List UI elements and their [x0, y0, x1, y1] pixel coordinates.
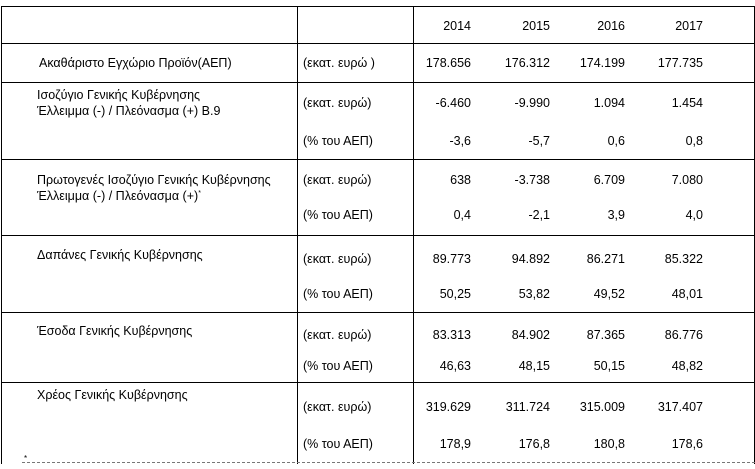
row-divider: [2, 82, 754, 83]
header-year: 2017: [675, 19, 703, 33]
value-cell: 86.271: [586, 252, 625, 266]
value-cell: 176,8: [518, 437, 550, 451]
value-cell: 174.199: [579, 56, 625, 70]
row-divider: [2, 159, 754, 160]
footnote-area: [22, 462, 755, 469]
row-label: Έσοδα Γενικής Κυβέρνησης: [37, 324, 193, 338]
value-cell: 46,63: [439, 359, 471, 373]
value-cell: 6.709: [593, 173, 625, 187]
unit-label: (% του ΑΕΠ): [303, 134, 373, 148]
unit-label: (% του ΑΕΠ): [303, 287, 373, 301]
value-cell: 89.773: [432, 252, 471, 266]
value-cell: -5,7: [528, 134, 550, 148]
value-cell: 50,25: [439, 287, 471, 301]
value-cell: 4,0: [685, 208, 703, 222]
row-label: Ισοζύγιο Γενικής Κυβέρνησης: [37, 88, 201, 102]
value-cell: -2,1: [528, 208, 550, 222]
value-cell: 317.407: [657, 400, 703, 414]
value-cell: 86.776: [664, 328, 703, 342]
value-cell: 176.312: [504, 56, 550, 70]
value-cell: 1.094: [593, 96, 625, 110]
value-cell: 84.902: [511, 328, 550, 342]
value-cell: 638: [450, 173, 471, 187]
unit-label: (εκατ. ευρώ): [303, 96, 372, 110]
unit-label: (% του ΑΕΠ): [303, 208, 373, 222]
column-divider: [297, 7, 298, 464]
value-cell: 180,8: [593, 437, 625, 451]
value-cell: 48,82: [671, 359, 703, 373]
unit-label: (εκατ. ευρώ ): [303, 56, 375, 70]
value-cell: 311.724: [505, 400, 550, 414]
fiscal-table: 2014 2015 2016 2017 Ακαθάριστο Εγχώριο Π…: [1, 6, 755, 464]
row-divider: [2, 382, 754, 383]
value-cell: 83.313: [432, 328, 471, 342]
unit-label: (εκατ. ευρώ): [303, 173, 372, 187]
row-divider: [2, 312, 754, 313]
value-cell: 0,6: [607, 134, 625, 148]
value-cell: -3.738: [514, 173, 550, 187]
footnote-marker: *: [24, 454, 28, 463]
row-label: Έλλειμμα (-) / Πλεόνασμα (+)*: [37, 189, 201, 203]
row-divider: [2, 43, 754, 44]
header-year: 2014: [443, 19, 471, 33]
unit-label: (% του ΑΕΠ): [303, 437, 373, 451]
footnote-marker: *: [198, 190, 201, 197]
value-cell: -9.990: [514, 96, 550, 110]
value-cell: 319.629: [425, 400, 471, 414]
header-year: 2015: [522, 19, 550, 33]
value-cell: -6.460: [435, 96, 471, 110]
unit-label: (εκατ. ευρώ): [303, 328, 372, 342]
row-label: Πρωτογενές Ισοζύγιο Γενικής Κυβέρνησης: [37, 173, 271, 187]
row-label: Δαπάνες Γενικής Κυβέρνησης: [37, 248, 203, 262]
header-year: 2016: [597, 19, 625, 33]
value-cell: 85.322: [664, 252, 703, 266]
value-cell: 50,15: [593, 359, 625, 373]
value-cell: 48,15: [518, 359, 550, 373]
unit-label: (εκατ. ευρώ): [303, 400, 372, 414]
value-cell: 94.892: [511, 252, 550, 266]
value-cell: 0,8: [685, 134, 703, 148]
value-cell: 49,52: [593, 287, 625, 301]
value-cell: 178,9: [439, 437, 471, 451]
value-cell: 53,82: [518, 287, 550, 301]
row-label: Χρέος Γενικής Κυβέρνησης: [37, 388, 188, 402]
row-label: Έλλειμμα (-) / Πλεόνασμα (+) Β.9: [37, 104, 221, 118]
value-cell: 178,6: [671, 437, 703, 451]
value-cell: 1.454: [671, 96, 703, 110]
row-label: Ακαθάριστο Εγχώριο Προϊόν(ΑΕΠ): [39, 56, 232, 70]
row-divider: [2, 235, 754, 236]
value-cell: 7.080: [671, 173, 703, 187]
unit-label: (% του ΑΕΠ): [303, 359, 373, 373]
value-cell: -3,6: [449, 134, 471, 148]
value-cell: 177.735: [657, 56, 703, 70]
value-cell: 315.009: [579, 400, 625, 414]
value-cell: 178.656: [425, 56, 471, 70]
column-divider: [413, 7, 414, 464]
value-cell: 3,9: [607, 208, 625, 222]
value-cell: 48,01: [671, 287, 703, 301]
value-cell: 87.365: [586, 328, 625, 342]
unit-label: (εκατ. ευρώ): [303, 252, 372, 266]
value-cell: 0,4: [453, 208, 471, 222]
